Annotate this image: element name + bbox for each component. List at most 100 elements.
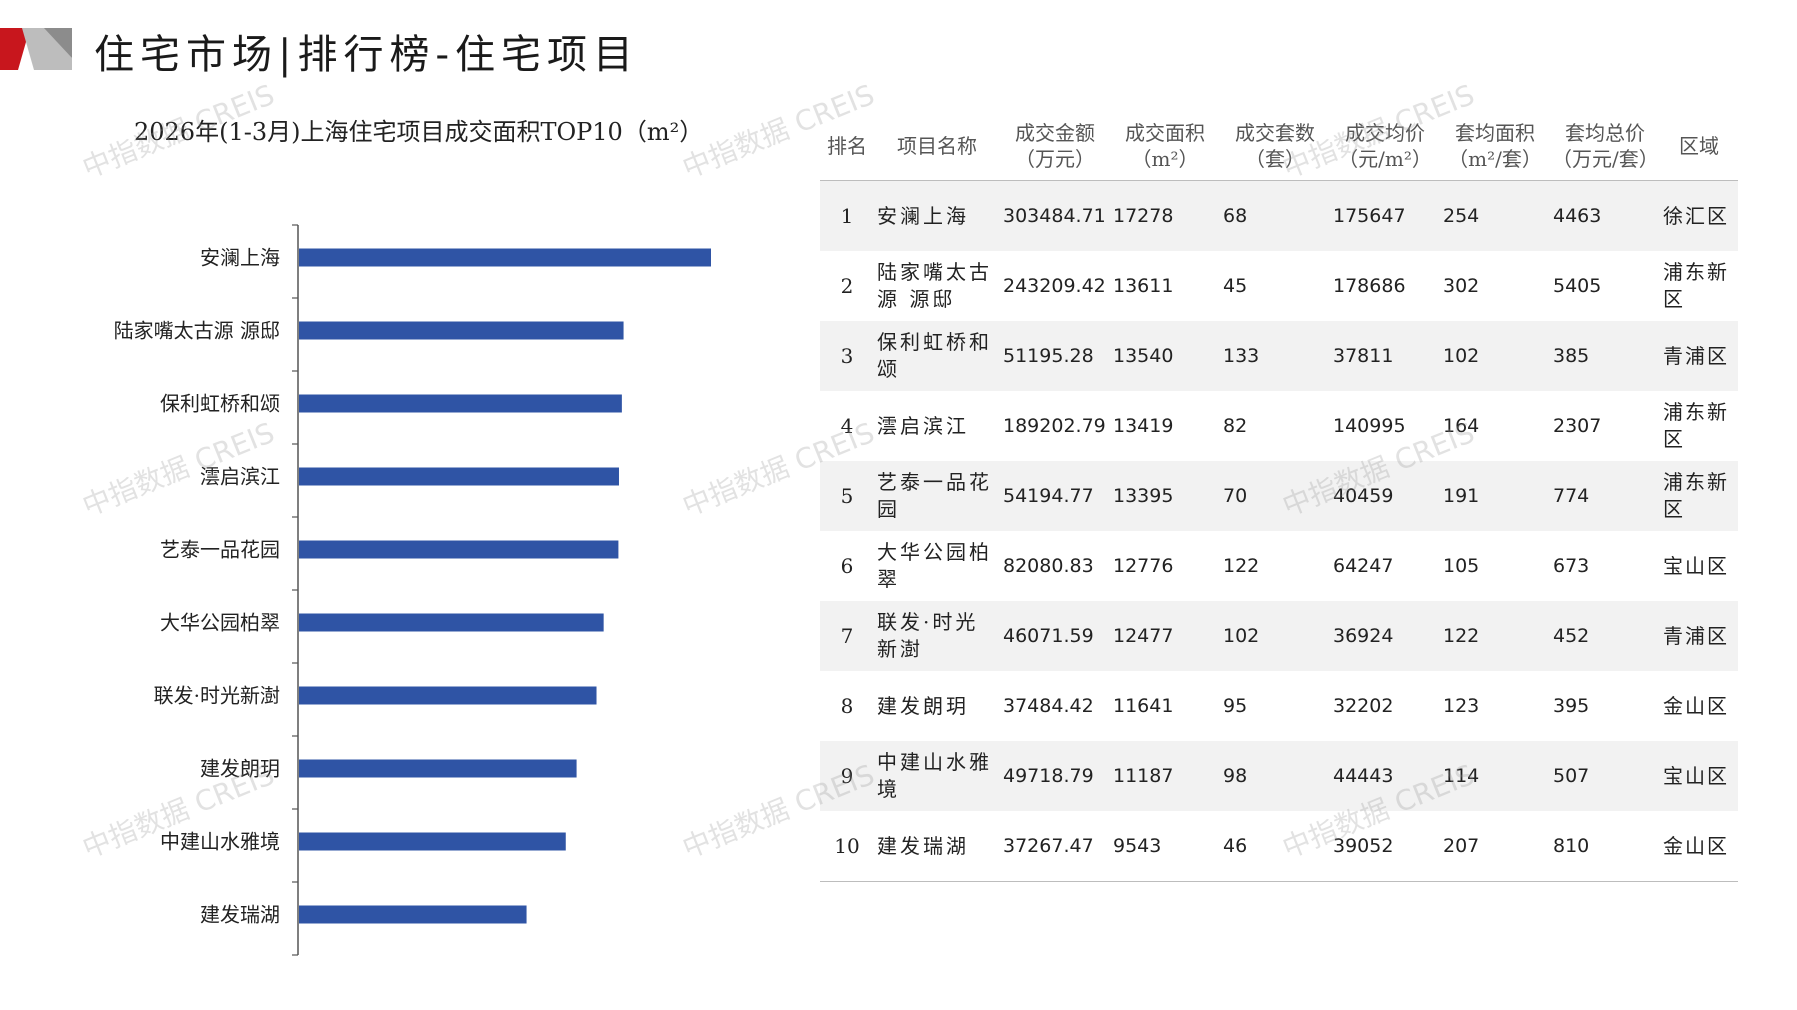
table-row: 6 大华公园柏翠 82080.83 12776 122 64247 105 673 宝山区 [820,531,1738,601]
cell-avg-total: 452 [1550,601,1660,671]
bar [299,905,527,924]
column-header: 排名 [820,112,874,181]
column-header: 成交金额 （万元） [1000,112,1110,181]
column-header-label: 成交均价 [1345,121,1425,145]
category-label: 澐启滨江 [200,465,280,489]
cell-price: 44443 [1330,741,1440,811]
cell-district: 青浦区 [1660,321,1738,391]
cell-avg-area: 302 [1443,274,1480,297]
cell-name: 中建山水雅境 [874,741,1000,811]
column-header-label: 项目名称 [897,134,977,158]
cell-amount: 189202.79 [1003,414,1106,437]
column-header: 区域 [1660,112,1738,181]
column-header: 成交面积 （m²） [1110,112,1220,181]
cell-amount: 54194.77 [1000,461,1110,531]
bar [299,394,622,413]
cell-amount: 37267.47 [1000,811,1110,882]
cell-avg-area: 123 [1443,694,1480,717]
bar [299,759,577,778]
cell-units: 70 [1220,461,1330,531]
cell-name: 建发朗玥 [877,693,969,718]
column-header: 成交套数 （套） [1220,112,1330,181]
cell-amount: 37484.42 [1003,694,1094,717]
cell-name: 安澜上海 [874,180,1000,251]
cell-avg-total: 507 [1550,741,1660,811]
cell-avg-area: 114 [1440,741,1550,811]
cell-area: 12776 [1113,554,1174,577]
cell-price: 37811 [1330,321,1440,391]
category-label: 陆家嘴太古源 源邸 [114,319,280,343]
cell-name: 联发·时光新澍 [874,601,1000,671]
cell-rank: 9 [820,741,874,811]
cell-amount: 49718.79 [1000,741,1110,811]
cell-name: 大华公园柏翠 [877,540,992,591]
bar [299,832,566,851]
bar [299,321,624,340]
cell-avg-total: 810 [1550,811,1660,882]
ranking-table: 排名 项目名称 成交金额 （万元） 成交面积 （m²） 成交套数 （套） 成交均价 （元/m²）套… [820,112,1738,882]
cell-area: 11641 [1113,694,1174,717]
cell-district: 浦东新区 [1660,461,1738,531]
cell-area: 11187 [1110,741,1220,811]
column-header-label: 成交面积 [1125,121,1205,145]
cell-area: 13419 [1113,414,1174,437]
cell-area: 13540 [1110,321,1220,391]
chart-title: 2026年(1-3月)上海住宅项目成交面积TOP10（m²） [134,118,704,146]
column-header-label: 成交套数 [1235,121,1315,145]
column-header-label: 套均总价 [1565,121,1645,145]
cell-units: 133 [1220,321,1330,391]
company-logo [0,28,72,70]
cell-rank: 6 [840,553,854,578]
table-row: 9 中建山水雅境 49718.79 11187 98 44443 114 507 宝山区 [820,741,1738,811]
cell-area: 9543 [1110,811,1220,882]
cell-price: 36924 [1330,601,1440,671]
cell-area: 13611 [1113,274,1174,297]
category-label: 大华公园柏翠 [160,611,280,635]
column-header-label: 排名 [827,134,867,158]
cell-price: 175647 [1330,180,1440,251]
category-label: 建发瑞湖 [200,903,280,927]
cell-rank: 5 [820,461,874,531]
cell-district: 金山区 [1663,693,1729,718]
cell-avg-area: 105 [1443,554,1480,577]
cell-avg-total: 395 [1553,694,1590,717]
cell-units: 68 [1220,180,1330,251]
cell-area: 12477 [1110,601,1220,671]
column-header: 项目名称 [874,112,1000,181]
cell-rank: 4 [840,413,854,438]
category-label: 联发·时光新澍 [154,684,280,708]
cell-avg-total: 2307 [1553,414,1602,437]
bar [299,467,619,486]
column-header-label: 成交金额 [1015,121,1095,145]
cell-name: 澐启滨江 [877,413,969,438]
cell-district: 金山区 [1660,811,1738,882]
cell-name: 艺泰一品花园 [874,461,1000,531]
cell-rank: 8 [840,693,854,718]
cell-rank: 7 [820,601,874,671]
column-header-unit: （元/m²） [1338,147,1432,171]
category-label: 中建山水雅境 [160,830,280,854]
cell-price: 40459 [1330,461,1440,531]
table-row: 10 建发瑞湖 37267.47 9543 46 39052 207 810 金山区 [820,811,1738,882]
cell-name: 建发瑞湖 [874,811,1000,882]
column-header: 成交均价 （元/m²） [1330,112,1440,181]
table-header-row: 排名 项目名称 成交金额 （万元） 成交面积 （m²） 成交套数 （套） 成交均价 （元/m²）套… [820,112,1738,181]
cell-avg-area: 102 [1440,321,1550,391]
table-row: 1 安澜上海 303484.71 17278 68 175647 254 4463 徐汇区 [820,180,1738,251]
category-label: 安澜上海 [200,246,280,270]
cell-amount: 46071.59 [1000,601,1110,671]
cell-amount: 51195.28 [1000,321,1110,391]
cell-avg-area: 122 [1440,601,1550,671]
column-header: 套均面积 （m²/套） [1440,112,1550,181]
cell-price: 64247 [1333,554,1394,577]
cell-price: 32202 [1333,694,1394,717]
category-label: 艺泰一品花园 [160,538,280,562]
table-row: 8 建发朗玥 37484.42 11641 95 32202 123 395 金山区 [820,671,1738,741]
cell-area: 13395 [1110,461,1220,531]
cell-avg-total: 385 [1550,321,1660,391]
bar [299,540,619,559]
cell-price: 140995 [1333,414,1406,437]
cell-rank: 3 [820,321,874,391]
cell-units: 95 [1223,694,1248,717]
